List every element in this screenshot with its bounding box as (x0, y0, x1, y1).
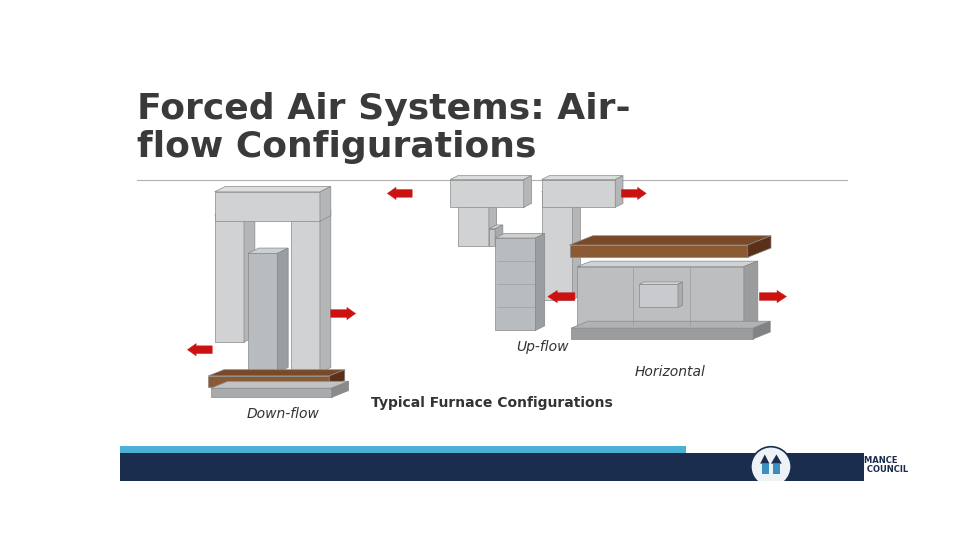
Polygon shape (214, 210, 254, 215)
Polygon shape (277, 248, 288, 373)
Polygon shape (571, 321, 770, 328)
Text: STAKEHOLDER COUNCIL: STAKEHOLDER COUNCIL (796, 465, 908, 474)
Polygon shape (639, 282, 683, 284)
Polygon shape (524, 176, 532, 207)
Polygon shape (495, 225, 503, 246)
Polygon shape (388, 187, 412, 200)
Polygon shape (331, 307, 355, 320)
Polygon shape (577, 261, 757, 267)
Polygon shape (754, 321, 770, 339)
Polygon shape (248, 253, 277, 373)
Polygon shape (248, 248, 288, 253)
Polygon shape (214, 215, 244, 342)
Polygon shape (489, 229, 495, 246)
Polygon shape (331, 381, 348, 397)
Polygon shape (329, 370, 345, 387)
Polygon shape (541, 188, 581, 192)
Polygon shape (759, 291, 786, 303)
Polygon shape (678, 282, 683, 307)
Polygon shape (744, 261, 757, 327)
Polygon shape (291, 215, 320, 373)
Text: Forced Air Systems: Air-
flow Configurations: Forced Air Systems: Air- flow Configurat… (137, 92, 631, 164)
Polygon shape (541, 179, 615, 207)
Circle shape (751, 447, 791, 487)
Polygon shape (291, 210, 331, 215)
Polygon shape (572, 188, 581, 300)
Polygon shape (548, 291, 575, 303)
Polygon shape (208, 370, 345, 376)
Text: Typical Furnace Configurations: Typical Furnace Configurations (372, 396, 612, 410)
Text: HOME PERFORMANCE: HOME PERFORMANCE (796, 456, 898, 465)
Polygon shape (489, 225, 503, 229)
Polygon shape (536, 233, 544, 330)
Polygon shape (320, 186, 331, 221)
Polygon shape (541, 176, 623, 179)
Polygon shape (450, 179, 524, 207)
Polygon shape (214, 192, 320, 221)
Bar (120, 446, 685, 453)
Polygon shape (495, 233, 544, 238)
Polygon shape (495, 238, 536, 330)
Polygon shape (771, 455, 781, 464)
Polygon shape (214, 186, 331, 192)
Polygon shape (450, 176, 532, 179)
Polygon shape (458, 188, 496, 192)
Polygon shape (210, 381, 348, 388)
Bar (761, 464, 770, 475)
Polygon shape (615, 176, 623, 207)
Text: Up-flow: Up-flow (516, 340, 568, 354)
Polygon shape (639, 284, 678, 307)
Bar (120, 453, 864, 481)
Polygon shape (571, 328, 754, 339)
Polygon shape (621, 187, 646, 200)
Polygon shape (187, 343, 212, 356)
Polygon shape (569, 236, 771, 245)
Text: Down-flow: Down-flow (247, 407, 319, 421)
Polygon shape (760, 455, 770, 464)
Polygon shape (458, 192, 489, 246)
Polygon shape (489, 188, 496, 246)
Polygon shape (244, 210, 254, 342)
Polygon shape (577, 267, 744, 327)
Text: Horizontal: Horizontal (635, 365, 706, 379)
Polygon shape (208, 376, 329, 387)
Polygon shape (569, 245, 748, 257)
Polygon shape (748, 236, 771, 257)
Polygon shape (210, 388, 331, 397)
Polygon shape (320, 210, 331, 373)
Polygon shape (541, 192, 572, 300)
Bar (773, 464, 780, 475)
